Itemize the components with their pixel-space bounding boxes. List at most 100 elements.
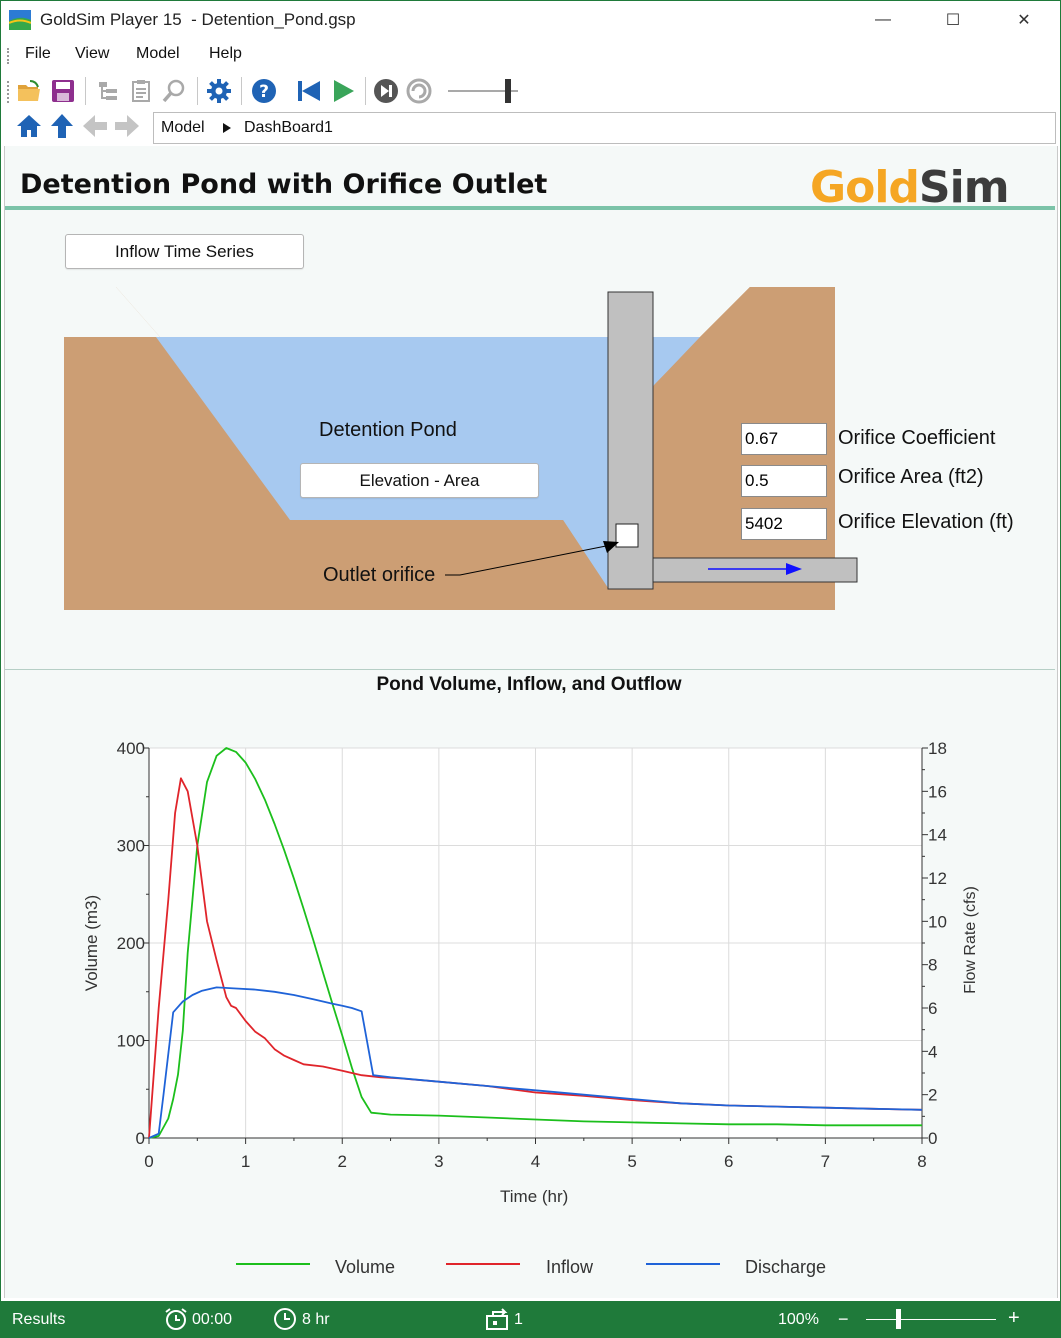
status-zoom-level: 100% bbox=[778, 1311, 819, 1328]
up-arrow-icon[interactable] bbox=[47, 111, 77, 141]
outlet-pipe bbox=[651, 557, 858, 583]
flow-arrow-head bbox=[786, 563, 802, 575]
toolbar-separator bbox=[85, 77, 86, 105]
dashboard-title: Detention Pond with Orifice Outlet bbox=[20, 169, 548, 200]
menu-help[interactable]: Help bbox=[209, 45, 242, 62]
open-folder-icon[interactable] bbox=[14, 76, 44, 106]
title-bar: GoldSim Player 15 - Detention_Pond.gsp —… bbox=[1, 1, 1060, 39]
menu-view[interactable]: View bbox=[75, 45, 110, 62]
y-tick-label: 400 bbox=[117, 739, 145, 758]
status-bar: Results 00:00 8 hr 1 100% − + bbox=[0, 1301, 1061, 1338]
y2-tick-label: 14 bbox=[928, 826, 947, 845]
x-tick-label: 1 bbox=[241, 1152, 250, 1171]
x-axis-label: Time (hr) bbox=[500, 1187, 569, 1206]
search-icon[interactable] bbox=[159, 76, 189, 106]
y2-tick-label: 4 bbox=[928, 1042, 937, 1061]
inflow-time-series-button[interactable]: Inflow Time Series bbox=[65, 234, 304, 269]
toolbar-separator bbox=[365, 77, 366, 105]
legend-volume-label: Volume bbox=[335, 1257, 396, 1277]
status-results-label: Results bbox=[12, 1311, 66, 1328]
alarm-clock-icon bbox=[165, 1308, 187, 1330]
breadcrumb: Model DashBoard1 bbox=[153, 112, 1056, 144]
pond-sky bbox=[116, 287, 750, 337]
help-icon[interactable]: ? bbox=[249, 76, 279, 106]
elevation-area-button[interactable]: Elevation - Area bbox=[300, 463, 539, 498]
status-duration: 8 hr bbox=[302, 1311, 330, 1328]
minimize-button[interactable]: — bbox=[875, 11, 891, 28]
orifice-elevation-label: Orifice Elevation (ft) bbox=[838, 511, 1014, 533]
outlet-orifice-label: Outlet orifice bbox=[323, 564, 436, 586]
time-slider-track[interactable] bbox=[448, 90, 518, 92]
notes-icon[interactable] bbox=[126, 76, 156, 106]
outlet-callout-arrow bbox=[603, 541, 619, 553]
toolbar-separator bbox=[197, 77, 198, 105]
maximize-button[interactable]: ☐ bbox=[945, 12, 961, 29]
goldsim-logo: GoldSim bbox=[810, 162, 1010, 213]
x-tick-label: 7 bbox=[821, 1152, 830, 1171]
back-arrow-icon[interactable] bbox=[80, 111, 110, 141]
section-divider bbox=[5, 669, 1055, 670]
orifice-area-label: Orifice Area (ft2) bbox=[838, 466, 984, 488]
status-realization: 1 bbox=[514, 1311, 523, 1328]
time-slider-thumb[interactable] bbox=[505, 79, 511, 103]
legend-discharge-label: Discharge bbox=[745, 1257, 827, 1277]
y-tick-label: 200 bbox=[117, 934, 145, 953]
browser-icon[interactable] bbox=[93, 76, 123, 106]
y-tick-label: 0 bbox=[136, 1129, 145, 1148]
y2-tick-label: 6 bbox=[928, 999, 937, 1018]
breadcrumb-chevron-icon bbox=[223, 123, 231, 133]
chart-title: Pond Volume, Inflow, and Outflow bbox=[376, 674, 682, 695]
close-button[interactable]: ✕ bbox=[1017, 12, 1031, 29]
x-tick-label: 5 bbox=[627, 1152, 636, 1171]
realization-icon bbox=[486, 1308, 508, 1330]
orifice-area-input[interactable] bbox=[741, 465, 827, 497]
pause-icon[interactable] bbox=[404, 76, 434, 106]
legend-volume-swatch bbox=[236, 1263, 310, 1265]
x-tick-label: 3 bbox=[434, 1152, 443, 1171]
title-divider bbox=[5, 206, 1055, 210]
y2-tick-label: 18 bbox=[928, 739, 947, 758]
zoom-out-button[interactable]: − bbox=[838, 1309, 849, 1329]
x-tick-label: 0 bbox=[144, 1152, 153, 1171]
menu-file[interactable]: File bbox=[25, 45, 51, 62]
menu-grip bbox=[7, 48, 11, 64]
orifice-coefficient-input[interactable] bbox=[741, 423, 827, 455]
y2-tick-label: 10 bbox=[928, 912, 947, 931]
home-icon[interactable] bbox=[14, 111, 44, 141]
x-tick-label: 8 bbox=[917, 1152, 926, 1171]
forward-arrow-icon[interactable] bbox=[112, 111, 142, 141]
reset-to-start-icon[interactable] bbox=[294, 76, 324, 106]
settings-gear-icon[interactable] bbox=[204, 76, 234, 106]
orifice-elevation-input[interactable] bbox=[741, 508, 827, 540]
menu-model[interactable]: Model bbox=[136, 45, 180, 62]
breadcrumb-model[interactable]: Model bbox=[161, 119, 205, 136]
legend-inflow-swatch bbox=[446, 1263, 520, 1265]
x-tick-label: 2 bbox=[338, 1152, 347, 1171]
y2-axis-label: Flow Rate (cfs) bbox=[962, 886, 979, 994]
toolbar-grip bbox=[7, 81, 11, 103]
y2-tick-label: 0 bbox=[928, 1129, 937, 1148]
step-icon[interactable] bbox=[371, 76, 401, 106]
zoom-slider-track[interactable] bbox=[866, 1319, 996, 1320]
zoom-in-button[interactable]: + bbox=[1008, 1307, 1020, 1329]
orifice-coefficient-label: Orifice Coefficient bbox=[838, 427, 996, 449]
y2-tick-label: 12 bbox=[928, 869, 947, 888]
run-icon[interactable] bbox=[328, 76, 358, 106]
clock-icon bbox=[274, 1308, 296, 1330]
menu-bar: File View Model Help bbox=[1, 39, 1060, 71]
save-icon[interactable] bbox=[48, 76, 78, 106]
y2-tick-label: 8 bbox=[928, 956, 937, 975]
x-tick-label: 4 bbox=[531, 1152, 540, 1171]
outlet-callout-line bbox=[445, 545, 607, 576]
y2-tick-label: 16 bbox=[928, 782, 947, 801]
svg-text:?: ? bbox=[259, 82, 269, 102]
detention-pond-label: Detention Pond bbox=[319, 419, 457, 441]
goldsim-app-icon bbox=[9, 10, 31, 30]
breadcrumb-dashboard[interactable]: DashBoard1 bbox=[244, 119, 333, 136]
zoom-slider-thumb[interactable] bbox=[896, 1309, 901, 1329]
pond-water bbox=[156, 337, 700, 588]
legend-discharge-swatch bbox=[646, 1263, 720, 1265]
y2-tick-label: 2 bbox=[928, 1086, 937, 1105]
y-axis-label: Volume (m3) bbox=[82, 894, 101, 992]
